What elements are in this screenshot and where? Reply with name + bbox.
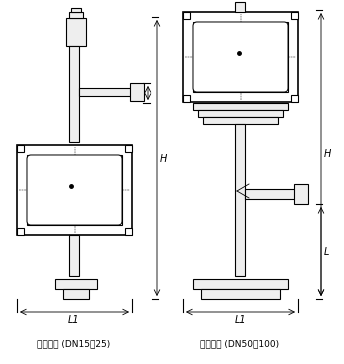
Bar (27, 155, 122, 225)
Text: 底进侧出 (DN50～100): 底进侧出 (DN50～100) (201, 340, 280, 348)
Bar (66, 18, 86, 46)
Bar (79, 88, 131, 96)
Bar (198, 110, 283, 117)
Text: 底进侧出 (DN15～25): 底进侧出 (DN15～25) (37, 340, 111, 348)
Bar (183, 95, 190, 102)
Bar (69, 46, 79, 142)
FancyBboxPatch shape (27, 155, 122, 225)
Bar (235, 124, 245, 276)
Bar (235, 2, 245, 12)
Text: L1: L1 (235, 315, 246, 325)
Bar (69, 12, 83, 18)
Bar (193, 279, 288, 289)
Bar (125, 228, 132, 235)
Text: H: H (160, 154, 168, 164)
Bar (291, 95, 298, 102)
Bar (17, 145, 24, 152)
Text: L1: L1 (68, 315, 80, 325)
Bar (17, 228, 24, 235)
Bar (294, 184, 308, 204)
Bar (63, 289, 89, 299)
Bar (183, 12, 190, 19)
Bar (193, 103, 288, 110)
Bar (17, 145, 132, 235)
Bar (125, 145, 132, 152)
Text: H: H (324, 149, 331, 159)
Bar (203, 117, 278, 124)
Text: L: L (324, 247, 329, 257)
FancyBboxPatch shape (193, 22, 288, 92)
Bar (201, 289, 280, 299)
Bar (71, 8, 81, 12)
Bar (193, 22, 288, 92)
Bar (55, 279, 97, 289)
Bar (291, 12, 298, 19)
Bar (69, 235, 79, 276)
Bar (245, 189, 295, 199)
Bar (130, 83, 144, 101)
Bar (183, 12, 298, 102)
